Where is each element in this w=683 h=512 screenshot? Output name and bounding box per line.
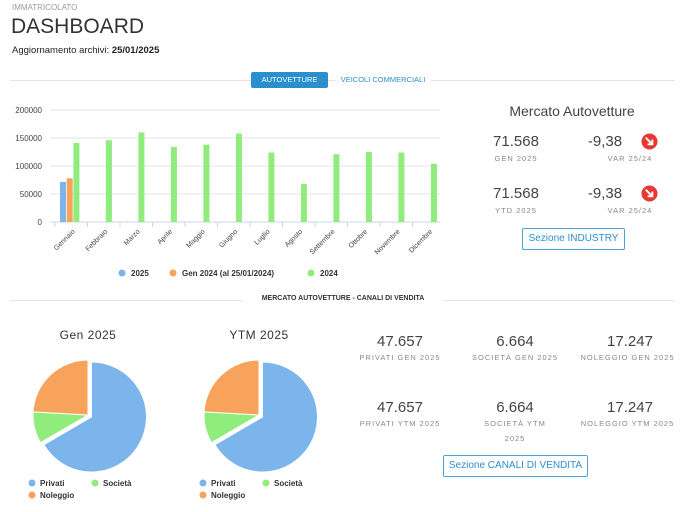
kpi-label: VAR 25/24 <box>607 154 653 163</box>
y-tick-label: 100000 <box>15 162 42 171</box>
pie-slice <box>32 359 89 416</box>
legend-label: 2024 <box>320 269 338 278</box>
bar <box>300 183 307 222</box>
legend-marker <box>118 269 126 277</box>
down-arrow-icon <box>641 185 658 202</box>
kpi-value: 6.664 <box>496 333 534 350</box>
down-arrow-icon <box>641 133 658 150</box>
kpi-value: 71.568 <box>493 185 539 202</box>
legend-label: Privati <box>40 479 64 488</box>
legend-label: 2025 <box>131 269 149 278</box>
tab[interactable]: AUTOVETTURE <box>251 72 328 88</box>
kpi-label: VAR 25/24 <box>607 206 653 215</box>
legend-marker <box>169 269 177 277</box>
x-tick-label: Febbraio <box>85 228 110 253</box>
legend-label: Società <box>103 479 132 488</box>
x-tick-label: Marzo <box>123 228 142 247</box>
kpi-value: 71.568 <box>493 133 539 150</box>
x-tick-label: Ottobre <box>348 228 370 250</box>
legend-label: Società <box>274 479 303 488</box>
section-title: MERCATO AUTOVETTURE - CANALI DI VENDITA <box>243 295 443 302</box>
bar <box>365 152 372 222</box>
update-label: Aggiornamento archivi: <box>12 45 110 56</box>
industry-button[interactable]: Sezione INDUSTRY <box>522 228 625 250</box>
x-tick-label: Giugno <box>218 228 239 249</box>
x-tick-label: Luglio <box>254 228 272 246</box>
section-label: IMMATRICOLATO <box>12 3 78 12</box>
pie-title: Gen 2025 <box>60 328 117 342</box>
bar <box>170 146 177 222</box>
kpi-label: PRIVATI GEN 2025 <box>359 353 441 362</box>
y-tick-label: 50000 <box>20 190 43 199</box>
y-tick-label: 0 <box>38 218 43 227</box>
bar <box>73 143 80 222</box>
bar <box>66 178 73 222</box>
tab[interactable]: VEICOLI COMMERCIALI <box>335 72 431 88</box>
pie-slice <box>214 361 318 473</box>
bar <box>430 163 437 222</box>
kpi-value: 47.657 <box>377 399 423 416</box>
x-tick-label: Gennaio <box>53 228 77 252</box>
x-tick-label: Settembre <box>309 228 337 256</box>
bar <box>138 132 145 222</box>
kpi-value: 6.664 <box>496 399 534 416</box>
legend-marker <box>91 479 99 487</box>
kpi-value: -9,38 <box>587 133 623 150</box>
kpi-label: SOCIETÀ GEN 2025 <box>471 353 559 362</box>
bar <box>268 152 275 222</box>
kpi-label: GEN 2025 <box>494 154 538 163</box>
y-tick-label: 150000 <box>15 134 42 143</box>
page-title: DASHBOARD <box>11 15 145 38</box>
kpi-label: SOCIETÀ YTM 2025 <box>484 419 546 443</box>
pie-slice <box>203 359 260 416</box>
x-tick-label: Aprile <box>157 228 175 246</box>
bar <box>60 181 66 222</box>
legend-marker <box>28 491 36 499</box>
kpi-label: YTD 2025 <box>495 206 537 215</box>
x-tick-label: Maggio <box>185 228 206 249</box>
kpi-value: 17.247 <box>607 399 653 416</box>
x-tick-label: Agosto <box>284 228 304 248</box>
bar <box>203 144 210 222</box>
legend-marker <box>307 269 315 277</box>
legend-marker <box>28 479 36 487</box>
x-tick-label: Dicembre <box>408 228 434 254</box>
pie-title: YTM 2025 <box>229 328 288 342</box>
bar <box>398 152 405 222</box>
bar <box>235 133 242 222</box>
kpi-label: NOLEGGIO YTM 2025 <box>580 419 675 428</box>
bar <box>333 154 340 222</box>
legend-label: Gen 2024 (al 25/01/2024) <box>182 269 274 278</box>
legend-label: Noleggio <box>211 491 245 500</box>
legend-marker <box>199 491 207 499</box>
kpi-value: -9,38 <box>587 185 623 202</box>
legend-label: Noleggio <box>40 491 74 500</box>
pie-slice <box>43 361 147 473</box>
kpi-value: 47.657 <box>377 333 423 350</box>
market-title: Mercato Autovetture <box>509 103 635 119</box>
x-tick-label: Novembre <box>374 228 402 256</box>
bar <box>105 140 112 222</box>
y-tick-label: 200000 <box>15 106 42 115</box>
legend-marker <box>262 479 270 487</box>
legend-label: Privati <box>211 479 235 488</box>
kpi-value: 17.247 <box>607 333 653 350</box>
update-info: Aggiornamento archivi: 25/01/2025 <box>12 45 159 56</box>
kpi-label: PRIVATI YTM 2025 <box>359 419 441 428</box>
legend-marker <box>199 479 207 487</box>
update-date: 25/01/2025 <box>111 45 160 56</box>
channels-button[interactable]: Sezione CANALI DI VENDITA <box>443 455 588 477</box>
kpi-label: NOLEGGIO GEN 2025 <box>580 353 675 362</box>
